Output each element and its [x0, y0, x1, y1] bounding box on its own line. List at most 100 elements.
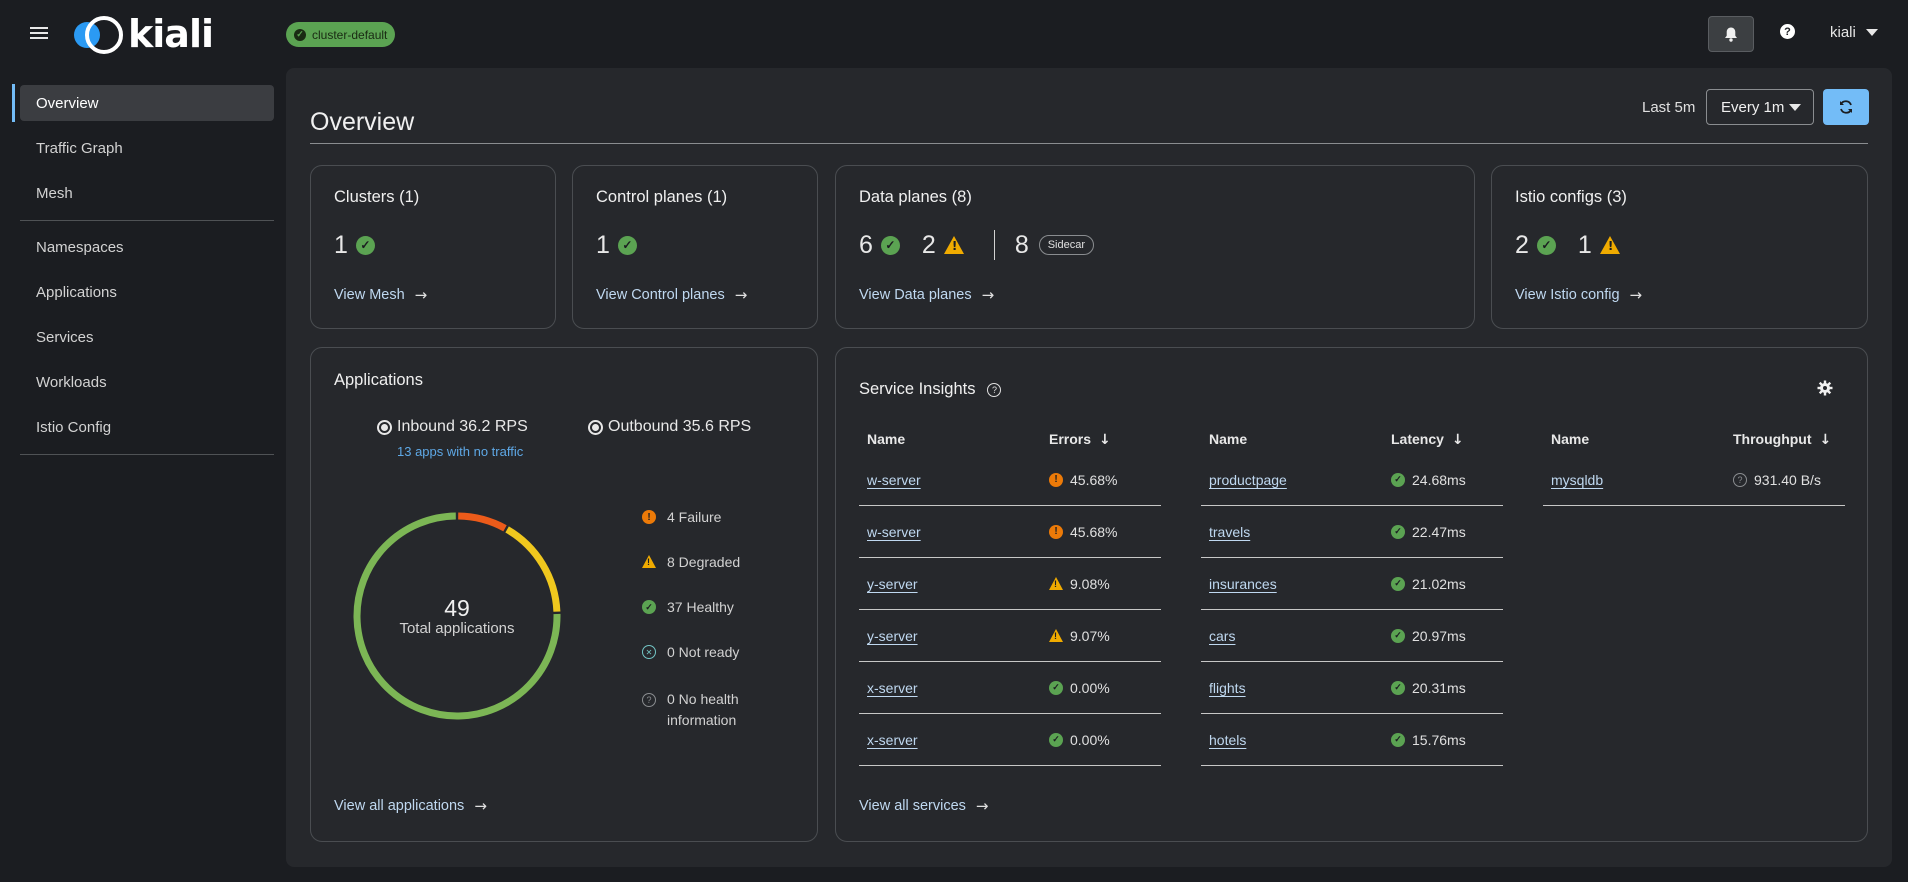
applications-donut-chart	[353, 512, 561, 720]
nav-item-mesh[interactable]: Mesh	[20, 175, 274, 211]
donut-segment-degraded[interactable]	[505, 526, 561, 612]
metric-cell: 9.08%	[1049, 576, 1110, 592]
nav-item-applications[interactable]: Applications	[20, 274, 274, 310]
service-link[interactable]: y-server	[867, 575, 918, 592]
legend-failure[interactable]: ! 4 Failure	[641, 509, 721, 525]
nav-item-traffic-graph[interactable]: Traffic Graph	[20, 130, 274, 166]
table-row: productpage ✓ 24.68ms	[1201, 454, 1503, 506]
service-insights-header: Service Insights ?	[859, 380, 1002, 399]
service-link[interactable]: hotels	[1209, 731, 1247, 748]
service-link[interactable]: w-server	[867, 471, 921, 488]
metric-cell: 9.07%	[1049, 628, 1110, 644]
nav-label: Traffic Graph	[36, 139, 123, 157]
applications-card: Applications Inbound 36.2 RPS Outbound 3…	[310, 347, 818, 842]
service-link[interactable]: x-server	[867, 731, 918, 748]
legend-healthy-label: 37 Healthy	[667, 599, 734, 615]
latency-table-body: productpage ✓ 24.68ms travels ✓ 22.47ms insura…	[1201, 454, 1503, 766]
nav-item-namespaces[interactable]: Namespaces	[20, 229, 274, 265]
donut-center-label: 49 Total applications	[351, 596, 563, 637]
col-name: Name	[1551, 431, 1590, 447]
nav-item-workloads[interactable]: Workloads	[20, 364, 274, 400]
legend-healthy[interactable]: ✓ 37 Healthy	[641, 599, 734, 615]
error-circle-icon: !	[1049, 472, 1063, 487]
sidecar-count: 8	[1014, 230, 1029, 259]
donut-segment-failure[interactable]	[458, 512, 507, 532]
metric-cell: ✓ 22.47ms	[1391, 524, 1466, 540]
table-row: mysqldb? 931.40 B/s	[1543, 454, 1845, 506]
errors-table: Name Errors ↓ w-server! 45.68% w-server! 45.…	[859, 424, 1161, 766]
applications-title: Applications	[334, 371, 423, 389]
donut-segment-healthy[interactable]	[353, 512, 561, 720]
service-link[interactable]: x-server	[867, 679, 918, 696]
inbound-radio[interactable]: Inbound 36.2 RPS	[377, 418, 528, 436]
col-latency-sort[interactable]: Latency ↓	[1391, 431, 1464, 448]
data-planes-stats: 6 ✓ 2 8 Sidecar	[859, 229, 1095, 261]
help-icon[interactable]: ?	[1780, 24, 1795, 39]
check-circle-icon: ✓	[355, 235, 375, 255]
service-link[interactable]: w-server	[867, 523, 921, 540]
view-all-applications-link[interactable]: View all applications →	[334, 797, 487, 815]
col-errors-sort[interactable]: Errors ↓	[1049, 431, 1111, 448]
metric-value: 24.68ms	[1412, 471, 1466, 488]
metric-value: 9.08%	[1070, 575, 1110, 592]
link-label: View all services	[859, 798, 966, 814]
service-link[interactable]: productpage	[1209, 471, 1287, 488]
check-circle-icon: ✓	[617, 235, 637, 255]
status-icon-wrap: ✓	[1391, 732, 1405, 747]
status-icon-wrap: ✓	[1049, 732, 1063, 747]
table-row: x-server ✓ 0.00%	[859, 714, 1161, 766]
legend-not-ready[interactable]: ✕ 0 Not ready	[641, 644, 739, 660]
metric-cell: ! 45.68%	[1049, 472, 1117, 488]
metric-value: 20.31ms	[1412, 679, 1466, 696]
status-icon-wrap: ✓	[1391, 576, 1405, 591]
logo-mark-icon	[72, 14, 126, 54]
menu-toggle-icon[interactable]	[30, 24, 48, 42]
kiali-logo[interactable]: kiali	[72, 14, 214, 54]
link-label: View all applications	[334, 798, 465, 814]
service-link[interactable]: insurances	[1209, 575, 1277, 592]
metric-cell: ✓ 20.97ms	[1391, 628, 1466, 644]
outbound-radio[interactable]: Outbound 35.6 RPS	[588, 418, 751, 436]
user-menu[interactable]: kiali	[1830, 24, 1878, 41]
errors-table-header: Name Errors ↓	[859, 424, 1161, 454]
legend-no-health[interactable]: ? 0 No health information	[641, 689, 739, 731]
control-planes-stats: 1 ✓	[596, 229, 637, 261]
view-control-planes-link[interactable]: View Control planes →	[596, 286, 747, 304]
service-link[interactable]: y-server	[867, 627, 918, 644]
throughput-table-body: mysqldb? 931.40 B/s	[1543, 454, 1845, 506]
istio-configs-healthy-count: 2	[1515, 230, 1529, 259]
view-mesh-link[interactable]: View Mesh →	[334, 286, 427, 304]
view-all-services-link[interactable]: View all services →	[859, 797, 989, 815]
service-link[interactable]: cars	[1209, 627, 1236, 644]
refresh-interval-value: Every 1m	[1721, 98, 1785, 116]
view-istio-config-link[interactable]: View Istio config →	[1515, 286, 1642, 304]
status-icon-wrap: ✓	[1391, 628, 1405, 643]
throughput-table: Name Throughput ↓ mysqldb? 931.40 B/s	[1543, 424, 1845, 506]
refresh-interval-select[interactable]: Every 1m	[1706, 89, 1814, 125]
no-traffic-note: 13 apps with no traffic	[397, 444, 524, 459]
status-icon-wrap	[1049, 629, 1063, 642]
service-link[interactable]: flights	[1209, 679, 1246, 696]
notifications-button[interactable]	[1708, 16, 1754, 52]
nav-item-overview[interactable]: Overview	[20, 85, 274, 121]
nav-label: Workloads	[36, 373, 107, 391]
service-link[interactable]: mysqldb	[1551, 471, 1604, 488]
legend-failure-label: 4 Failure	[667, 509, 722, 525]
nav-item-services[interactable]: Services	[20, 319, 274, 355]
legend-degraded-label: 8 Degraded	[667, 554, 741, 570]
nav-item-istio-config[interactable]: Istio Config	[20, 409, 274, 445]
service-link[interactable]: travels	[1209, 523, 1251, 540]
legend-not-ready-label: 0 Not ready	[667, 644, 740, 660]
col-throughput-sort[interactable]: Throughput ↓	[1733, 431, 1831, 448]
legend-degraded[interactable]: 8 Degraded	[641, 554, 740, 570]
metric-cell: ✓ 0.00%	[1049, 680, 1110, 696]
cluster-badge: ✓ cluster-default	[286, 22, 396, 47]
gear-icon[interactable]	[1817, 380, 1833, 396]
metric-cell: ✓ 20.31ms	[1391, 680, 1466, 696]
control-planes-title: Control planes (1)	[596, 188, 728, 206]
table-row: travels ✓ 22.47ms	[1201, 506, 1503, 558]
help-circle-icon[interactable]: ?	[987, 382, 1002, 397]
view-data-planes-link[interactable]: View Data planes →	[859, 286, 994, 304]
refresh-button[interactable]	[1823, 89, 1869, 125]
nav-active-indicator	[12, 84, 15, 122]
